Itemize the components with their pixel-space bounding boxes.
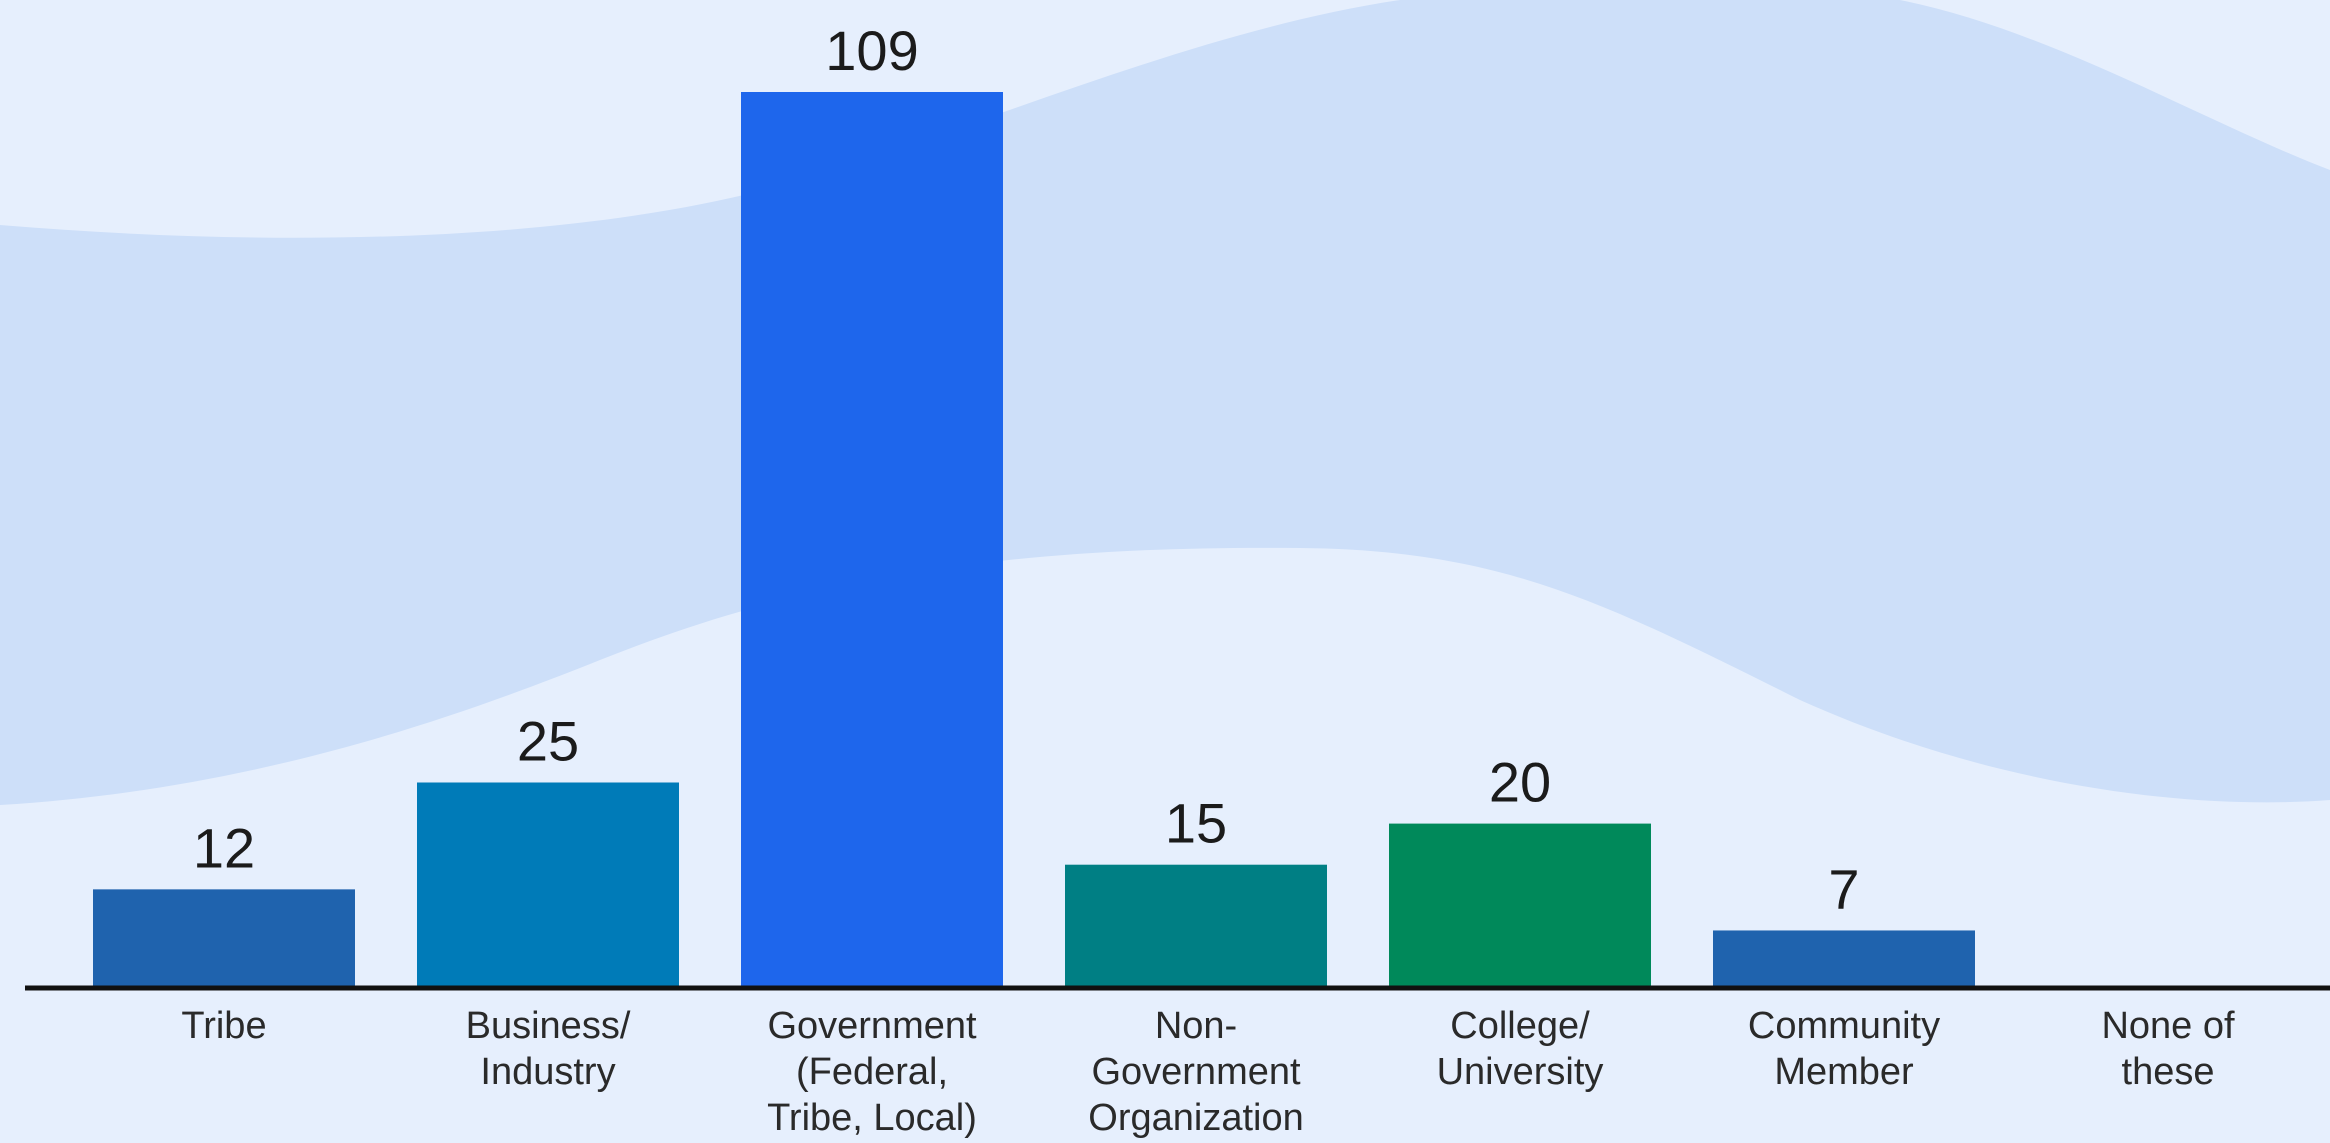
bar-value-label: 12 (193, 816, 255, 879)
category-label-line: Member (1774, 1051, 1914, 1093)
category-label: Community Member (1748, 1005, 1940, 1093)
category-label-line: Tribe (181, 1005, 266, 1047)
category-label: Business/Industry (466, 1005, 631, 1093)
bar-value-label: 109 (825, 19, 918, 82)
category-label: Government (Federal, Tribe, Local) (767, 1005, 977, 1139)
bar-0 (93, 889, 355, 988)
category-label-line: Community (1748, 1005, 1940, 1047)
category-label-line: Organization (1088, 1097, 1303, 1139)
bars-layer (93, 92, 1975, 988)
category-label-line: these (2122, 1051, 2215, 1093)
category-label-line: (Federal, (796, 1051, 948, 1093)
category-label: College/University (1437, 1005, 1604, 1093)
category-label-line: University (1437, 1051, 1604, 1093)
category-label: None of these (2101, 1005, 2235, 1093)
bar-value-label: 20 (1489, 751, 1551, 814)
category-label-line: Tribe, Local) (767, 1097, 977, 1139)
category-label-line: Business/ (466, 1005, 631, 1047)
category-label-line: Non- (1155, 1005, 1237, 1047)
category-label: Non-Government Organization (1088, 1005, 1303, 1139)
background-wave (0, 0, 2330, 805)
category-label: Tribe (181, 1005, 266, 1047)
category-label-line: College/ (1450, 1005, 1590, 1047)
bar-2 (741, 92, 1003, 988)
category-label-line: Government (1091, 1051, 1301, 1093)
labels-layer: 12Tribe25Business/Industry109Government(… (181, 19, 2235, 1139)
category-label-line: Industry (480, 1051, 615, 1093)
bar-value-label: 25 (517, 709, 579, 772)
bar-3 (1065, 864, 1327, 988)
bar-value-label: 15 (1165, 792, 1227, 855)
category-label-line: Government (767, 1005, 977, 1047)
bar-5 (1713, 930, 1975, 988)
bar-value-label: 7 (1828, 857, 1859, 920)
bar-4 (1389, 823, 1651, 988)
category-label-line: None of (2101, 1005, 2235, 1047)
bar-1 (417, 782, 679, 988)
